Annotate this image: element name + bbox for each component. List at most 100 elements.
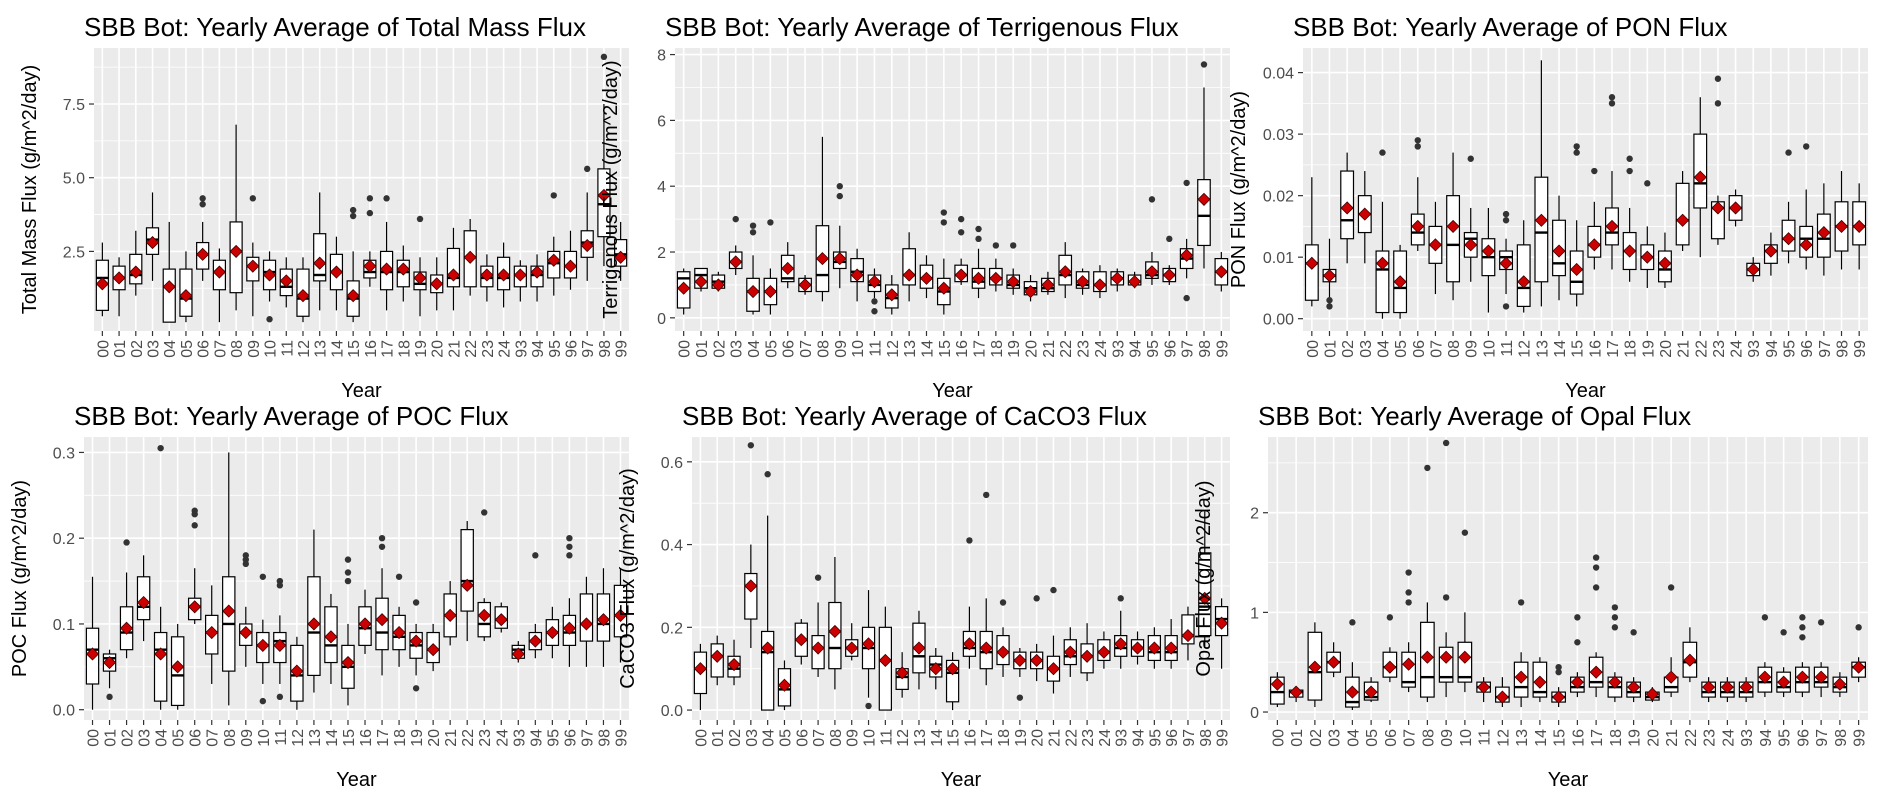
x-tick-label: 16	[1570, 729, 1587, 747]
outlier-point	[277, 694, 283, 700]
chart-title: SBB Bot: Yearly Average of Terrigenous F…	[665, 12, 1179, 42]
x-tick-label: 99	[1852, 340, 1869, 358]
x-tick-label: 11	[1477, 729, 1494, 746]
x-tick-label: 01	[112, 340, 129, 358]
y-tick-label: 0.1	[53, 617, 75, 634]
x-tick-label: 18	[1623, 340, 1640, 358]
outlier-point	[1715, 76, 1721, 82]
x-tick-label: 02	[711, 340, 728, 358]
outlier-point	[1799, 634, 1805, 640]
x-tick-label: 94	[530, 340, 547, 358]
x-tick-label: 19	[1627, 729, 1644, 747]
x-tick-label: 02	[129, 340, 146, 358]
outlier-point	[1201, 61, 1207, 67]
outlier-point	[1379, 149, 1385, 155]
x-tick-label: 24	[497, 340, 514, 358]
outlier-point	[1405, 599, 1411, 605]
outlier-point	[1591, 168, 1597, 174]
outlier-point	[750, 229, 756, 235]
outlier-point	[1443, 594, 1449, 600]
outlier-point	[1573, 143, 1579, 149]
x-tick-label: 20	[1030, 729, 1047, 747]
x-tick-label: 06	[781, 340, 798, 358]
outlier-point	[733, 216, 739, 222]
box-iqr	[1198, 180, 1210, 246]
x-tick-label: 03	[137, 729, 154, 747]
y-axis-label: Terrigenous Flux (g/m^2/day)	[600, 60, 622, 318]
x-tick-label: 08	[828, 729, 845, 747]
outlier-point	[250, 195, 256, 201]
x-tick-label: 11	[273, 729, 290, 746]
x-tick-label: 96	[1799, 340, 1816, 358]
outlier-point	[1443, 440, 1449, 446]
x-tick-label: 07	[811, 729, 828, 747]
outlier-point	[243, 561, 249, 567]
x-tick-label: 08	[222, 729, 239, 747]
y-tick-label: 8	[657, 48, 666, 65]
outlier-point	[966, 537, 972, 543]
x-tick-label: 97	[579, 729, 596, 747]
chart-panel-5: SBB Bot: Yearly Average of CaCO3 Flux0.0…	[617, 401, 1232, 791]
outlier-point	[199, 201, 205, 207]
x-tick-label: 24	[1729, 340, 1746, 358]
x-tick-label: 23	[1080, 729, 1097, 747]
x-tick-label: 94	[1131, 729, 1148, 747]
outlier-point	[983, 492, 989, 498]
x-tick-label: 99	[1852, 729, 1869, 747]
x-tick-label: 19	[409, 729, 426, 747]
outlier-point	[1573, 149, 1579, 155]
x-tick-label: 19	[1013, 729, 1030, 747]
box-22	[464, 219, 476, 296]
outlier-point	[1609, 100, 1615, 106]
x-tick-label: 17	[1589, 729, 1606, 747]
box-00	[1271, 672, 1285, 707]
outlier-point	[1609, 94, 1615, 100]
x-tick-label: 15	[341, 729, 358, 747]
x-axis-label: Year	[336, 769, 377, 791]
x-tick-label: 18	[396, 340, 413, 358]
outlier-point	[871, 308, 877, 314]
outlier-point	[1503, 211, 1509, 217]
outlier-point	[1503, 217, 1509, 223]
y-tick-label: 0.02	[1263, 189, 1294, 206]
x-tick-label: 18	[996, 729, 1013, 747]
x-tick-label: 14	[1552, 340, 1569, 358]
chart-panel-3: SBB Bot: Yearly Average of PON Flux0.000…	[1228, 12, 1869, 402]
x-tick-label: 10	[1458, 729, 1475, 747]
outlier-point	[941, 219, 947, 225]
x-tick-label: 24	[1097, 729, 1114, 747]
x-tick-label: 23	[1711, 340, 1728, 358]
outlier-point	[1349, 619, 1355, 625]
x-tick-label: 13	[313, 340, 330, 358]
x-tick-label: 97	[1181, 729, 1198, 747]
x-tick-label: 09	[845, 729, 862, 747]
y-tick-label: 1	[1250, 605, 1259, 622]
x-tick-label: 98	[597, 340, 614, 358]
x-tick-label: 11	[279, 340, 296, 357]
outlier-point	[1468, 156, 1474, 162]
outlier-point	[1855, 624, 1861, 630]
box-02	[712, 272, 724, 292]
x-tick-label: 00	[86, 729, 103, 747]
x-tick-label: 09	[1464, 340, 1481, 358]
x-tick-label: 22	[460, 729, 477, 747]
x-tick-label: 11	[867, 340, 884, 357]
outlier-point	[1149, 196, 1155, 202]
outlier-point	[367, 195, 373, 201]
y-tick-label: 0.2	[661, 620, 683, 637]
x-tick-label: 93	[1739, 729, 1756, 747]
outlier-point	[1803, 143, 1809, 149]
outlier-point	[481, 509, 487, 515]
x-tick-label: 04	[154, 729, 171, 747]
y-tick-label: 0	[657, 311, 666, 328]
x-tick-label: 10	[862, 729, 879, 747]
x-tick-label: 06	[196, 340, 213, 358]
outlier-point	[958, 216, 964, 222]
outlier-point	[1668, 584, 1674, 590]
x-tick-label: 18	[1608, 729, 1625, 747]
x-tick-label: 97	[580, 340, 597, 358]
x-tick-label: 04	[761, 729, 778, 747]
outlier-point	[837, 183, 843, 189]
y-tick-label: 0.0	[53, 703, 75, 720]
